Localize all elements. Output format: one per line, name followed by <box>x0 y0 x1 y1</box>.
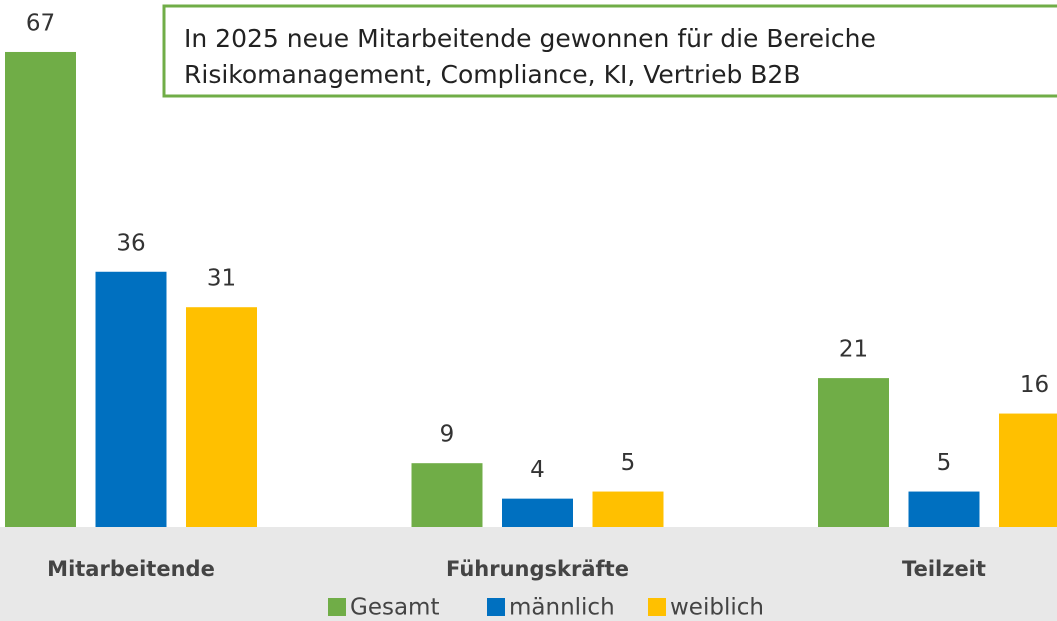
legend-label: weiblich <box>670 595 764 621</box>
legend-swatch <box>648 598 666 616</box>
value-label: 5 <box>621 450 636 476</box>
value-label: 5 <box>937 450 952 476</box>
bar <box>999 413 1057 527</box>
bar <box>411 463 483 527</box>
value-label: 36 <box>116 230 145 256</box>
value-label: 67 <box>26 10 55 36</box>
value-label: 31 <box>207 266 236 292</box>
annotation-box <box>162 4 1057 98</box>
bar <box>502 498 573 527</box>
bar <box>5 51 76 527</box>
bar <box>818 378 889 527</box>
x-tick-label: Führungskräfte <box>446 557 629 581</box>
bar <box>95 271 167 527</box>
legend-label: männlich <box>509 595 615 621</box>
bar <box>186 307 257 527</box>
value-label: 9 <box>440 422 455 448</box>
legend-label: Gesamt <box>350 595 439 621</box>
annotation-line: In 2025 neue Mitarbeitende gewonnen für … <box>184 24 876 53</box>
bar <box>592 491 664 527</box>
legend-swatch <box>328 598 346 616</box>
bar <box>908 491 980 527</box>
value-label: 21 <box>839 337 868 363</box>
x-tick-label: Mitarbeitende <box>47 557 215 581</box>
value-label: 16 <box>1020 372 1049 398</box>
annotation-line: Risikomanagement, Compliance, KI, Vertri… <box>184 60 801 89</box>
legend-swatch <box>487 598 505 616</box>
x-tick-label: Teilzeit <box>902 557 986 581</box>
value-label: 4 <box>530 457 545 483</box>
axis-band <box>0 527 1057 621</box>
